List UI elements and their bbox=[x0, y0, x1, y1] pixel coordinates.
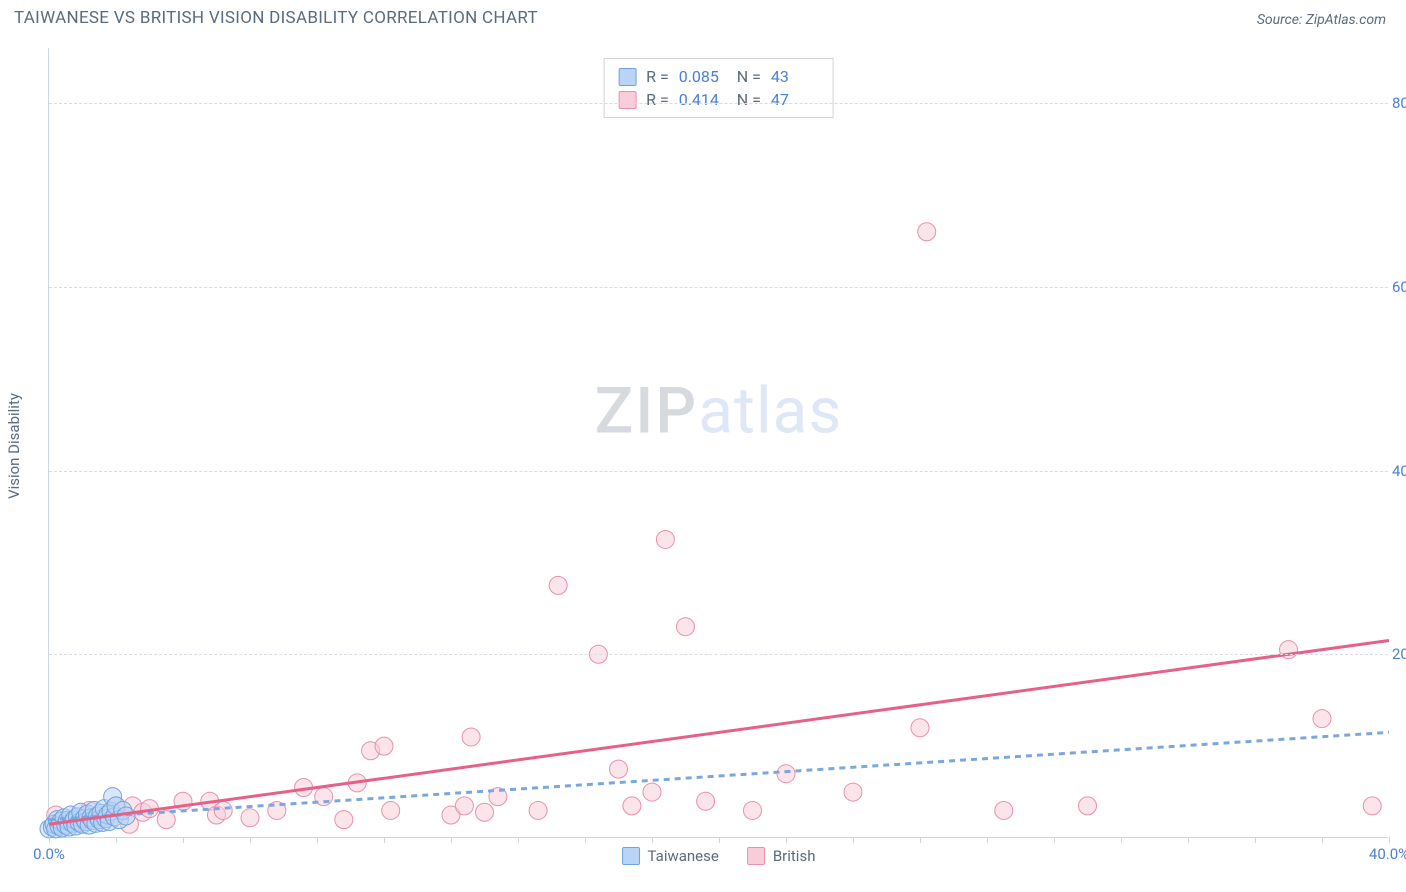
gridline bbox=[49, 103, 1388, 104]
source-attribution: Source: ZipAtlas.com bbox=[1257, 9, 1386, 28]
scatter-point bbox=[643, 783, 661, 801]
gridline bbox=[49, 287, 1388, 288]
x-tick bbox=[719, 837, 720, 843]
swatch-series2 bbox=[618, 91, 636, 109]
x-tick-label: 40.0% bbox=[1369, 845, 1406, 863]
scatter-point bbox=[382, 801, 400, 819]
scatter-point bbox=[744, 801, 762, 819]
stats-row-series1: R = 0.085 N = 43 bbox=[618, 65, 819, 88]
x-tick bbox=[1054, 837, 1055, 843]
scatter-svg bbox=[49, 48, 1388, 837]
scatter-point bbox=[623, 797, 641, 815]
r-value-1: 0.085 bbox=[679, 67, 727, 86]
scatter-point bbox=[476, 803, 494, 821]
gridline bbox=[49, 471, 1388, 472]
x-tick bbox=[317, 837, 318, 843]
x-tick bbox=[1322, 837, 1323, 843]
scatter-point bbox=[462, 728, 480, 746]
stats-legend-box: R = 0.085 N = 43 R = 0.414 N = 47 bbox=[603, 58, 834, 118]
scatter-point bbox=[214, 801, 232, 819]
x-tick bbox=[1389, 837, 1390, 843]
scatter-point bbox=[911, 719, 929, 737]
x-tick bbox=[49, 837, 50, 843]
r-label-1: R = bbox=[646, 67, 669, 86]
scatter-point bbox=[1313, 710, 1331, 728]
legend-item-series1: Taiwanese bbox=[622, 847, 719, 865]
x-tick bbox=[116, 837, 117, 843]
scatter-point bbox=[656, 530, 674, 548]
x-tick bbox=[1121, 837, 1122, 843]
x-tick bbox=[585, 837, 586, 843]
n-value-1: 43 bbox=[771, 67, 819, 86]
x-tick bbox=[652, 837, 653, 843]
y-tick-label: 80.0% bbox=[1392, 94, 1406, 112]
scatter-point bbox=[1079, 797, 1097, 815]
scatter-point bbox=[375, 737, 393, 755]
source-prefix: Source: bbox=[1257, 12, 1306, 28]
stats-row-series2: R = 0.414 N = 47 bbox=[618, 88, 819, 111]
x-tick bbox=[1255, 837, 1256, 843]
x-tick bbox=[987, 837, 988, 843]
r-label-2: R = bbox=[646, 90, 669, 109]
scatter-point bbox=[777, 765, 795, 783]
chart-title: TAIWANESE VS BRITISH VISION DISABILITY C… bbox=[14, 8, 538, 28]
series-legend: Taiwanese British bbox=[622, 847, 816, 865]
legend-swatch-series2 bbox=[747, 847, 765, 865]
y-tick-label: 20.0% bbox=[1392, 645, 1406, 663]
x-tick bbox=[384, 837, 385, 843]
x-tick bbox=[250, 837, 251, 843]
x-tick bbox=[853, 837, 854, 843]
trend-line bbox=[49, 641, 1389, 825]
x-tick-label: 0.0% bbox=[33, 845, 65, 863]
n-label-2: N = bbox=[737, 90, 761, 109]
legend-item-series2: British bbox=[747, 847, 816, 865]
y-tick-label: 40.0% bbox=[1392, 462, 1406, 480]
legend-swatch-series1 bbox=[622, 847, 640, 865]
x-tick bbox=[786, 837, 787, 843]
scatter-point bbox=[241, 809, 259, 827]
scatter-point bbox=[918, 223, 936, 241]
scatter-point bbox=[1363, 797, 1381, 815]
x-tick bbox=[1188, 837, 1189, 843]
scatter-point bbox=[549, 576, 567, 594]
x-tick bbox=[518, 837, 519, 843]
scatter-point bbox=[995, 801, 1013, 819]
scatter-point bbox=[844, 783, 862, 801]
source-name: ZipAtlas.com bbox=[1306, 12, 1386, 28]
scatter-point bbox=[529, 801, 547, 819]
scatter-point bbox=[697, 792, 715, 810]
x-tick bbox=[451, 837, 452, 843]
x-tick bbox=[920, 837, 921, 843]
y-axis-label: Vision Disability bbox=[5, 393, 23, 499]
n-value-2: 47 bbox=[771, 90, 819, 109]
n-label-1: N = bbox=[737, 67, 761, 86]
scatter-point bbox=[335, 811, 353, 829]
scatter-point bbox=[610, 760, 628, 778]
trend-line bbox=[49, 732, 1389, 819]
legend-label-series1: Taiwanese bbox=[648, 847, 719, 865]
r-value-2: 0.414 bbox=[679, 90, 727, 109]
legend-label-series2: British bbox=[773, 847, 816, 865]
y-tick-label: 60.0% bbox=[1392, 278, 1406, 296]
swatch-series1 bbox=[618, 68, 636, 86]
scatter-point bbox=[455, 797, 473, 815]
gridline bbox=[49, 654, 1388, 655]
scatter-point bbox=[677, 618, 695, 636]
x-tick bbox=[183, 837, 184, 843]
chart-plot-area: ZIPatlas R = 0.085 N = 43 R = 0.414 N = … bbox=[48, 48, 1388, 838]
